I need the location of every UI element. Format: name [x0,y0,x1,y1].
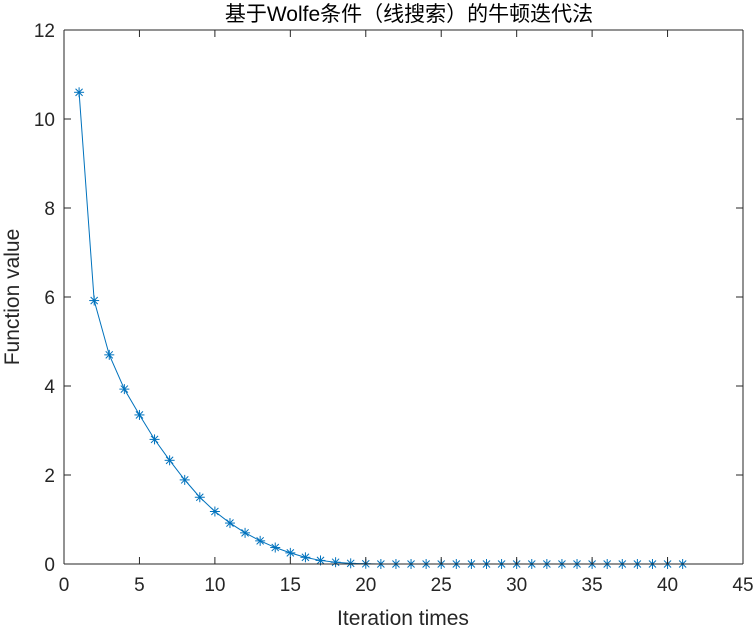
x-tick-label: 25 [431,575,452,596]
x-tick-label: 20 [355,575,376,596]
plot-background [64,30,743,564]
data-point-marker [89,295,100,306]
plot-area [64,30,743,564]
data-point-marker [164,455,175,466]
data-point-marker [119,384,130,395]
data-point-marker [255,535,266,546]
y-tick-label: 12 [34,21,55,42]
y-tick-label: 8 [44,199,55,220]
x-tick-label: 40 [657,575,678,596]
data-point-marker [149,434,160,445]
chart-title: 基于Wolfe条件（线搜索）的牛顿迭代法 [225,3,593,26]
data-point-marker [134,409,145,420]
x-tick-label: 5 [134,575,145,596]
data-point-marker [74,87,85,98]
x-axis-title: Iteration times [337,607,469,628]
axes-layer: 0 5 10 15 20 25 30 35 40 45 0 2 4 6 8 10 12 [34,21,754,596]
data-point-marker [270,542,281,553]
x-tick-label: 35 [582,575,603,596]
data-point-marker [194,492,205,503]
x-tick-label: 45 [732,575,753,596]
data-point-marker [104,349,115,360]
y-tick-label: 10 [34,110,55,131]
data-point-marker [224,518,235,529]
x-tick-label: 30 [506,575,527,596]
data-point-marker [345,558,356,569]
data-point-marker [209,506,220,517]
y-tick-label: 2 [44,466,55,487]
data-point-marker [285,547,296,558]
y-tick-label: 4 [44,377,55,398]
y-tick-label: 6 [44,288,55,309]
y-tick-label: 0 [44,555,55,576]
x-tick-label: 15 [280,575,301,596]
y-axis-title: Function value [1,229,24,366]
x-tick-label: 0 [59,575,70,596]
data-point-marker [240,527,251,538]
data-point-marker [300,552,311,563]
data-point-marker [179,474,190,485]
x-tick-label: 10 [204,575,225,596]
data-point-marker [330,557,341,568]
